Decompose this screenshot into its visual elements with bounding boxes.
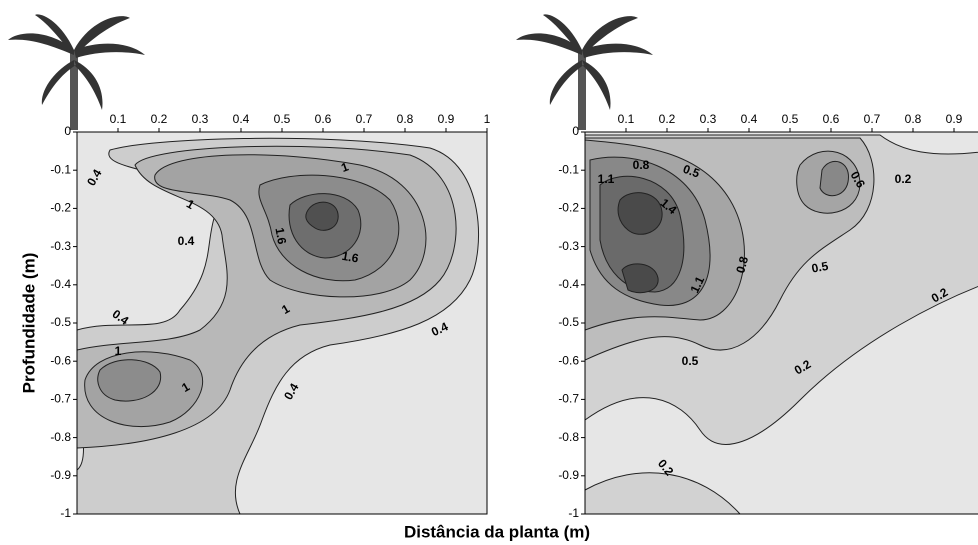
x-tick-label: 0.5 [274, 112, 291, 126]
page: Profundidade (m) Distância da planta (m)… [0, 0, 978, 545]
x-tick-label: 0.4 [741, 112, 758, 126]
y-tick-label: -0.8 [50, 430, 71, 444]
x-tick-label: 0.9 [946, 112, 963, 126]
y-tick-label: -0.4 [50, 277, 71, 291]
x-tick-label: 0.5 [782, 112, 799, 126]
x-tick-label: 0.6 [315, 112, 332, 126]
y-tick-label: 0 [64, 124, 71, 138]
contour-label: 1.1 [598, 172, 615, 186]
y-tick-label: -0.9 [558, 468, 579, 482]
y-tick-label: -0.9 [50, 468, 71, 482]
x-tick-label: 0.9 [438, 112, 455, 126]
contour-fill [77, 132, 487, 514]
x-tick-label: 0.7 [356, 112, 373, 126]
x-tick-label: 0.2 [151, 112, 168, 126]
contour-label: 1.6 [272, 226, 289, 245]
y-tick-label: -0.6 [50, 353, 71, 367]
contour-label: 0.5 [810, 259, 829, 276]
x-tick-label: 0.8 [905, 112, 922, 126]
y-tick-label: -0.4 [558, 277, 579, 291]
y-tick-label: -0.3 [558, 239, 579, 253]
y-tick-label: -0.1 [50, 162, 71, 176]
contour-label: 0.4 [178, 234, 195, 248]
x-tick-label: 0.6 [823, 112, 840, 126]
x-tick-label: 0.3 [700, 112, 717, 126]
y-axis-label: Profundidade (m) [19, 253, 38, 394]
figure: Profundidade (m) Distância da planta (m)… [0, 0, 978, 545]
x-tick-label: 1 [484, 112, 491, 126]
x-tick-label: 0.3 [192, 112, 209, 126]
x-axis-label: Distância da planta (m) [404, 522, 590, 541]
y-tick-label: -0.1 [558, 162, 579, 176]
y-tick-label: -0.2 [558, 201, 579, 215]
x-tick-label: 0.8 [397, 112, 414, 126]
x-tick-label: 0.4 [233, 112, 250, 126]
y-tick-label: -0.6 [558, 353, 579, 367]
contour-label: 1.6 [341, 249, 360, 266]
y-tick-label: -0.8 [558, 430, 579, 444]
contour-label: 0.8 [633, 158, 650, 172]
y-tick-label: -0.2 [50, 201, 71, 215]
y-tick-label: -0.7 [50, 392, 71, 406]
contour-fill [585, 132, 978, 514]
y-tick-label: -0.5 [558, 315, 579, 329]
y-tick-label: -1 [60, 506, 71, 520]
y-tick-label: -0.3 [50, 239, 71, 253]
contour-label: 0.5 [682, 354, 699, 368]
y-tick-label: -0.5 [50, 315, 71, 329]
contour-label: 0.2 [895, 172, 912, 186]
x-tick-label: 0.1 [618, 112, 635, 126]
y-tick-label: -1 [568, 506, 579, 520]
x-tick-label: 0.1 [110, 112, 127, 126]
y-tick-label: -0.7 [558, 392, 579, 406]
x-tick-label: 0.7 [864, 112, 881, 126]
y-tick-label: 0 [572, 124, 579, 138]
x-tick-label: 0.2 [659, 112, 676, 126]
contour-label: 1 [115, 344, 122, 358]
